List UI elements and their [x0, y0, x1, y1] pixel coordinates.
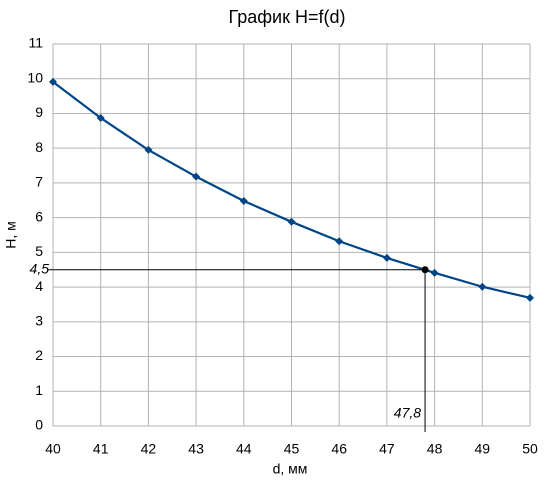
y-tick-label: 10: [27, 69, 43, 85]
point-marker: [335, 237, 344, 246]
annotation-x-label: 47,8: [394, 405, 421, 421]
y-tick-label: 8: [35, 139, 43, 155]
x-tick-label: 41: [93, 441, 109, 457]
point-marker: [478, 282, 487, 291]
x-tick-label: 45: [284, 441, 300, 457]
y-tick-label: 0: [35, 417, 43, 433]
x-tick-label: 50: [522, 441, 538, 457]
point-marker: [192, 172, 201, 181]
y-axis-label: H, м: [3, 221, 19, 249]
point-marker: [287, 217, 296, 226]
x-tick-label: 40: [45, 441, 61, 457]
y-tick-label: 7: [35, 174, 43, 190]
y-tick-label: 1: [35, 382, 43, 398]
x-tick-label: 42: [141, 441, 157, 457]
point-marker: [144, 145, 153, 154]
y-tick-label: 9: [35, 104, 43, 120]
y-tick-label: 5: [35, 243, 43, 259]
point-marker: [382, 253, 391, 262]
chart-title: График H=f(d): [228, 7, 345, 27]
x-tick-label: 43: [188, 441, 204, 457]
x-tick-label: 48: [427, 441, 443, 457]
x-tick-label: 47: [379, 441, 395, 457]
x-tick-label: 46: [331, 441, 347, 457]
y-tick-label: 6: [35, 208, 43, 224]
point-marker: [526, 293, 534, 302]
x-tick-label: 49: [475, 441, 491, 457]
y-tick-label: 3: [35, 313, 43, 329]
x-tick-label: 44: [236, 441, 252, 457]
y-tick-label: 11: [28, 35, 43, 51]
y-tick-label: 4: [35, 278, 43, 294]
annotation-y-label: 4,5: [30, 260, 50, 276]
point-marker: [96, 113, 105, 122]
point-marker: [239, 196, 248, 205]
y-tick-label: 2: [35, 347, 43, 363]
point-marker: [49, 77, 57, 86]
point-marker: [430, 268, 439, 277]
annotation-point: [421, 266, 429, 274]
x-axis-label: d, мм: [273, 461, 308, 477]
